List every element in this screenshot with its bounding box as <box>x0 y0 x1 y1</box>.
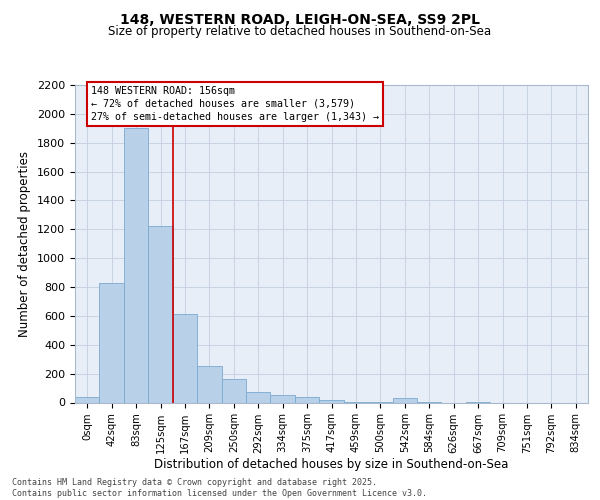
Y-axis label: Number of detached properties: Number of detached properties <box>19 151 31 337</box>
Text: 148 WESTERN ROAD: 156sqm
← 72% of detached houses are smaller (3,579)
27% of sem: 148 WESTERN ROAD: 156sqm ← 72% of detach… <box>91 86 379 122</box>
Bar <box>295 396 319 402</box>
Bar <box>148 226 173 402</box>
Bar <box>319 400 344 402</box>
Bar <box>75 396 100 402</box>
Bar <box>271 394 295 402</box>
Bar <box>173 314 197 402</box>
Bar <box>392 398 417 402</box>
Bar <box>221 380 246 402</box>
X-axis label: Distribution of detached houses by size in Southend-on-Sea: Distribution of detached houses by size … <box>154 458 509 471</box>
Text: Size of property relative to detached houses in Southend-on-Sea: Size of property relative to detached ho… <box>109 25 491 38</box>
Bar <box>197 366 221 402</box>
Bar <box>124 128 148 402</box>
Bar <box>100 282 124 403</box>
Text: 148, WESTERN ROAD, LEIGH-ON-SEA, SS9 2PL: 148, WESTERN ROAD, LEIGH-ON-SEA, SS9 2PL <box>120 12 480 26</box>
Bar <box>246 392 271 402</box>
Text: Contains HM Land Registry data © Crown copyright and database right 2025.
Contai: Contains HM Land Registry data © Crown c… <box>12 478 427 498</box>
